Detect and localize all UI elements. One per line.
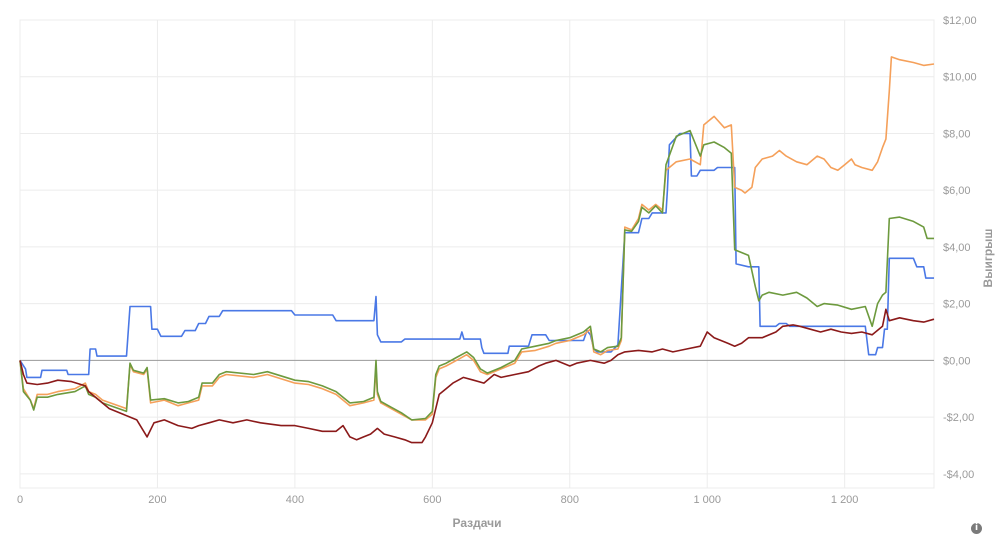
x-tick-label: 0 [17,494,23,506]
y-axis-ticks: $12,00 $10,00 $8,00 $6,00 $4,00 $2,00 $0,00 -$2… [943,15,977,481]
series-line-3 [19,129,934,421]
series-line-2 [19,56,935,421]
grid-lines [19,19,935,489]
x-tick-label: 600 [423,494,441,506]
y-tick-label: $12,00 [943,15,977,27]
y-tick-label: -$4,00 [943,469,974,481]
series-line-4 [19,308,935,444]
y-tick-label: $0,00 [943,355,971,367]
x-axis-title: Раздачи [453,516,502,530]
y-tick-label: -$2,00 [943,412,974,424]
x-tick-label: 400 [286,494,304,506]
x-tick-label: 200 [148,494,166,506]
y-tick-label: $2,00 [943,299,971,311]
x-tick-label: 1 000 [693,494,721,506]
y-tick-label: $10,00 [943,72,977,84]
x-tick-label: 800 [561,494,579,506]
y-tick-label: $8,00 [943,128,971,140]
series-group [19,56,935,444]
x-axis-ticks: 0 200 400 600 800 1 000 1 200 [17,494,858,506]
x-tick-label: 1 200 [831,494,859,506]
y-tick-label: $6,00 [943,185,971,197]
info-icon[interactable]: i [971,523,982,534]
y-tick-label: $4,00 [943,242,971,254]
y-axis-title: Выигрыш [981,229,995,288]
series-line-1 [19,132,934,379]
